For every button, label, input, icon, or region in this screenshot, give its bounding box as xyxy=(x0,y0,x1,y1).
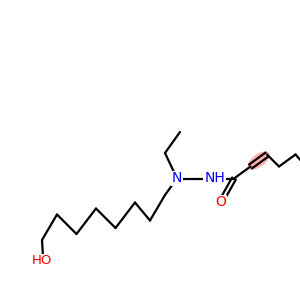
Ellipse shape xyxy=(248,152,270,169)
Text: N: N xyxy=(172,172,182,185)
Text: NH: NH xyxy=(204,172,225,185)
Text: HO: HO xyxy=(32,254,52,268)
Text: O: O xyxy=(215,196,226,209)
